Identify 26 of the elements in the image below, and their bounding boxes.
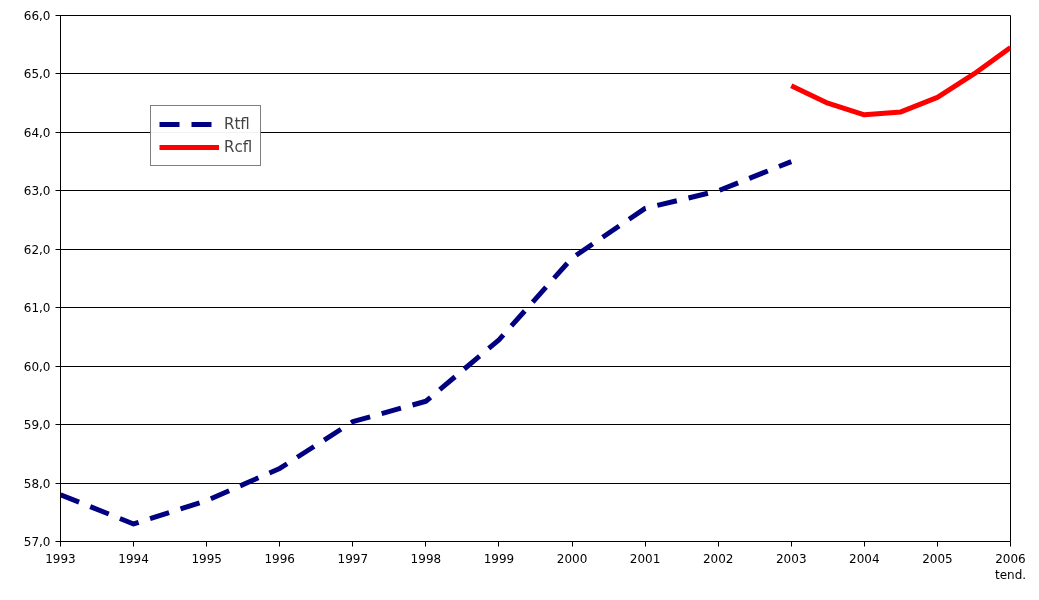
x-tick-label: 1996	[264, 551, 296, 566]
x-tick-label: 2002	[702, 551, 734, 566]
y-tick-label: 57,0	[23, 535, 51, 549]
y-tick-label: 61,0	[23, 301, 51, 316]
y-tick-label: 62,0	[23, 242, 51, 257]
x-tick-label: 1995	[191, 551, 222, 566]
x-tick-label: 1997	[337, 551, 369, 566]
x-tick-label: 2000	[556, 551, 588, 566]
y-tick-label: 60,0	[23, 359, 51, 374]
x-tick-label: 1998	[410, 551, 442, 566]
x-tick-label: 2003	[776, 551, 807, 566]
y-tick-label: 66,0	[23, 9, 51, 23]
y-tick-label: 59,0	[23, 418, 51, 433]
y-tick-label: 64,0	[23, 125, 51, 140]
x-tick-label: 1999	[483, 551, 515, 566]
x-tick-label: 2001	[629, 551, 661, 566]
x-tick-label: 2004	[849, 551, 880, 566]
x-tick-label: 1993	[45, 551, 76, 566]
x-tick-label: 1994	[118, 551, 149, 566]
y-tick-label: 63,0	[23, 184, 51, 199]
y-tick-label: 65,0	[23, 67, 51, 82]
legend-label: Rcfl	[224, 138, 253, 156]
legend-label: Rtfl	[224, 115, 250, 133]
y-tick-label: 58,0	[23, 476, 51, 491]
x-tick-label: 2006 tend.	[994, 551, 1027, 583]
x-tick-label: 2005	[922, 551, 953, 566]
